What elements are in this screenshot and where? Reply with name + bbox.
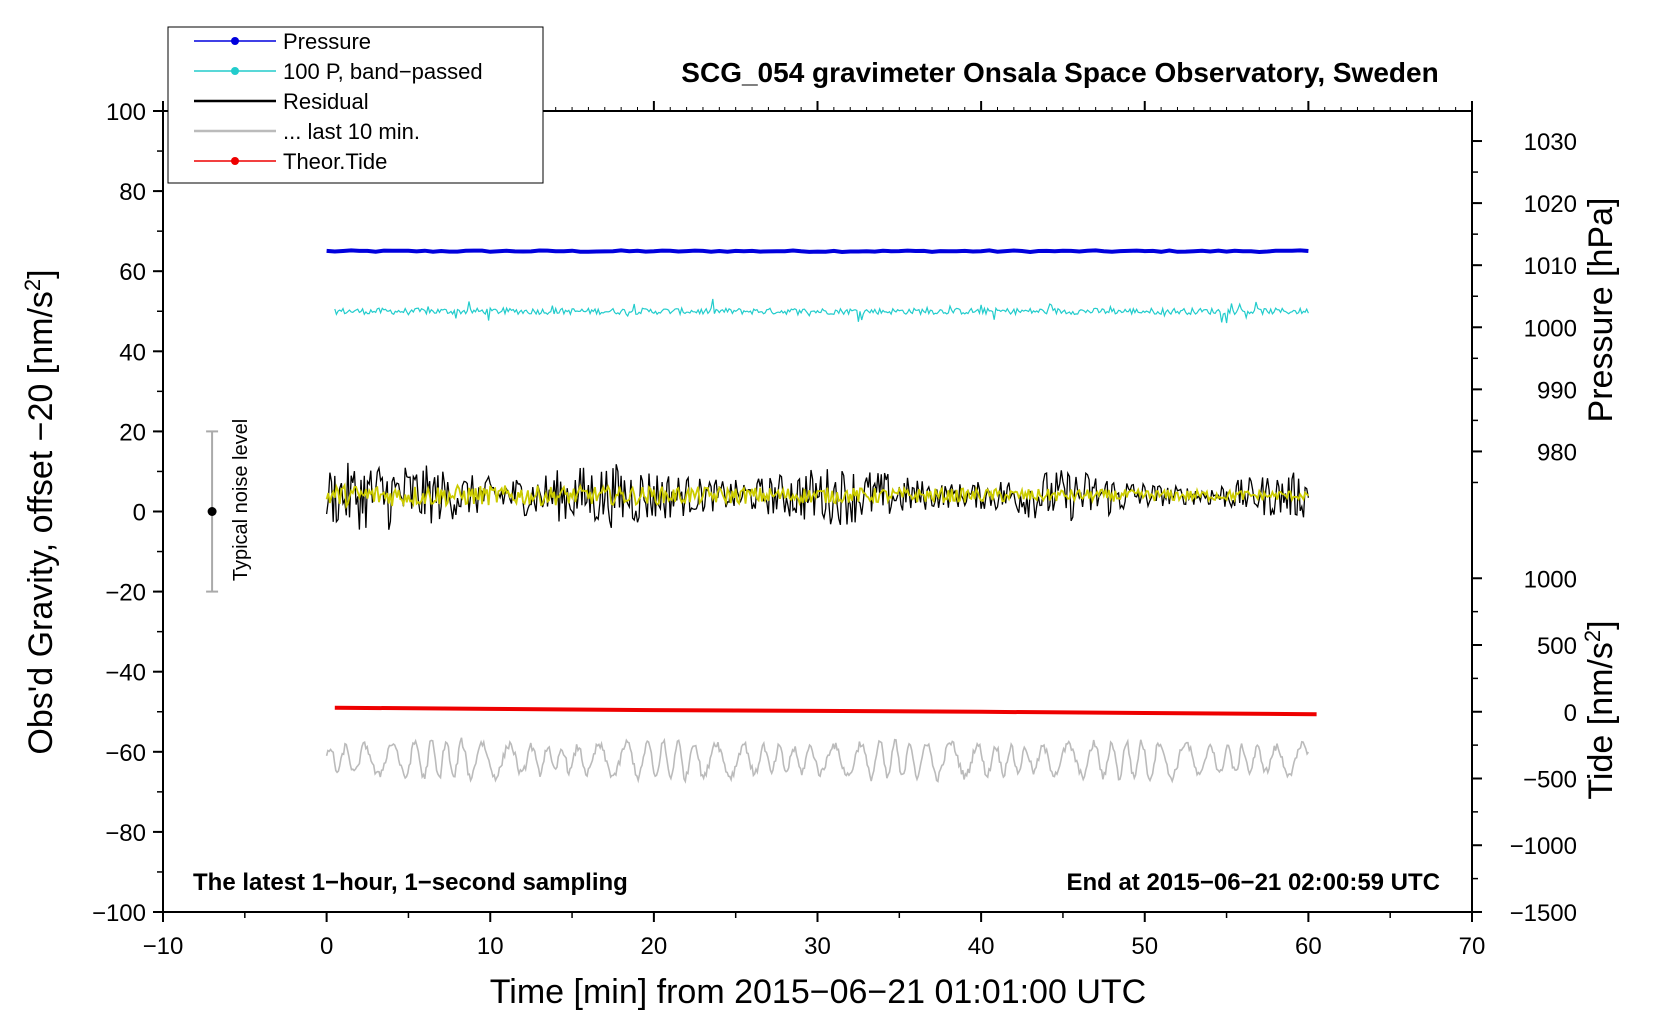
- x-tick-labels: −10 0 10 20 30 40 50 60 70: [143, 933, 1486, 960]
- y-tick-label: 40: [119, 339, 146, 366]
- x-tick-label: 50: [1131, 933, 1158, 960]
- tide-tick-label: 1000: [1524, 566, 1577, 593]
- x-tick-label: 0: [320, 933, 333, 960]
- x-tick-label: −10: [143, 933, 184, 960]
- legend-box: [167, 26, 544, 184]
- series-residual-smoothed: [325, 482, 1310, 510]
- series-pressure: [326, 248, 1309, 255]
- tide-tick-label: −1500: [1510, 900, 1577, 927]
- y-tick-label: −20: [105, 580, 146, 607]
- y-axis-label: Obs'd Gravity, offset −20 [nm/s2]: [20, 269, 60, 754]
- y-tick-label: −40: [105, 660, 146, 687]
- pressure-axis-label: Pressure [hPa]: [1582, 198, 1620, 423]
- legend-marker: [231, 157, 239, 165]
- legend-marker: [231, 67, 239, 75]
- series-last-10-min: [325, 737, 1310, 784]
- pressure-tick-label: 1030: [1524, 129, 1577, 156]
- noise-bar-center-dot: [207, 507, 217, 516]
- tide-tick-label: −500: [1523, 766, 1577, 793]
- chart-title: SCG_054 gravimeter Onsala Space Observat…: [681, 57, 1438, 88]
- x-tick-label: 40: [968, 933, 995, 960]
- x-tick-label: 20: [641, 933, 668, 960]
- pressure-tick-label: 1010: [1524, 253, 1577, 280]
- y-tick-label: 60: [119, 259, 146, 286]
- tide-tick-label: 0: [1564, 700, 1577, 727]
- series-group: [325, 248, 1317, 784]
- y-tick-label: −80: [105, 820, 146, 847]
- x-tick-label: 60: [1295, 933, 1322, 960]
- pressure-tick-labels: 1030 1020 1010 1000 990 980: [1524, 129, 1577, 466]
- x-tick-label: 10: [477, 933, 504, 960]
- y-tick-label: 0: [133, 500, 146, 527]
- noise-bar-label: Typical noise level: [230, 419, 252, 581]
- legend-label: 100 P, band−passed: [283, 59, 483, 84]
- x-tick-label: 70: [1459, 933, 1486, 960]
- tide-tick-label: −1000: [1510, 833, 1577, 860]
- axis-ticks: [153, 101, 1482, 922]
- x-axis-label: Time [min] from 2015−06−21 01:01:00 UTC: [490, 973, 1146, 1011]
- y-tick-label: −100: [92, 900, 146, 927]
- pressure-tick-label: 990: [1537, 377, 1577, 404]
- y-tick-label: −60: [105, 740, 146, 767]
- tide-tick-label: 500: [1537, 633, 1577, 660]
- end-time-note: End at 2015−06−21 02:00:59 UTC: [1066, 869, 1440, 896]
- tide-axis-label: Tide [nm/s2]: [1580, 620, 1620, 799]
- legend-label: ... last 10 min.: [283, 119, 420, 144]
- legend-label: Residual: [283, 89, 369, 114]
- series-theor-tide: [334, 705, 1317, 717]
- series-band-passed: [334, 298, 1309, 324]
- tide-tick-labels: 1000 500 0 −500 −1000 −1500: [1510, 566, 1577, 927]
- legend: Pressure 100 P, band−passed Residual ... la…: [167, 26, 544, 184]
- legend-label: Pressure: [283, 29, 371, 54]
- x-tick-label: 30: [804, 933, 831, 960]
- noise-bar: [206, 430, 219, 593]
- series-residual: [325, 462, 1310, 530]
- sampling-note: The latest 1−hour, 1−second sampling: [193, 869, 628, 896]
- legend-marker: [231, 37, 239, 45]
- pressure-tick-label: 1000: [1524, 315, 1577, 342]
- pressure-tick-label: 1020: [1524, 191, 1577, 218]
- y-tick-labels: 100 80 60 40 20 0 −20 −40 −60 −80 −100: [92, 99, 146, 927]
- y-tick-label: 100: [106, 99, 146, 126]
- pressure-tick-label: 980: [1537, 439, 1577, 466]
- y-tick-label: 80: [119, 179, 146, 206]
- y-tick-label: 20: [119, 419, 146, 446]
- legend-label: Theor.Tide: [283, 149, 387, 174]
